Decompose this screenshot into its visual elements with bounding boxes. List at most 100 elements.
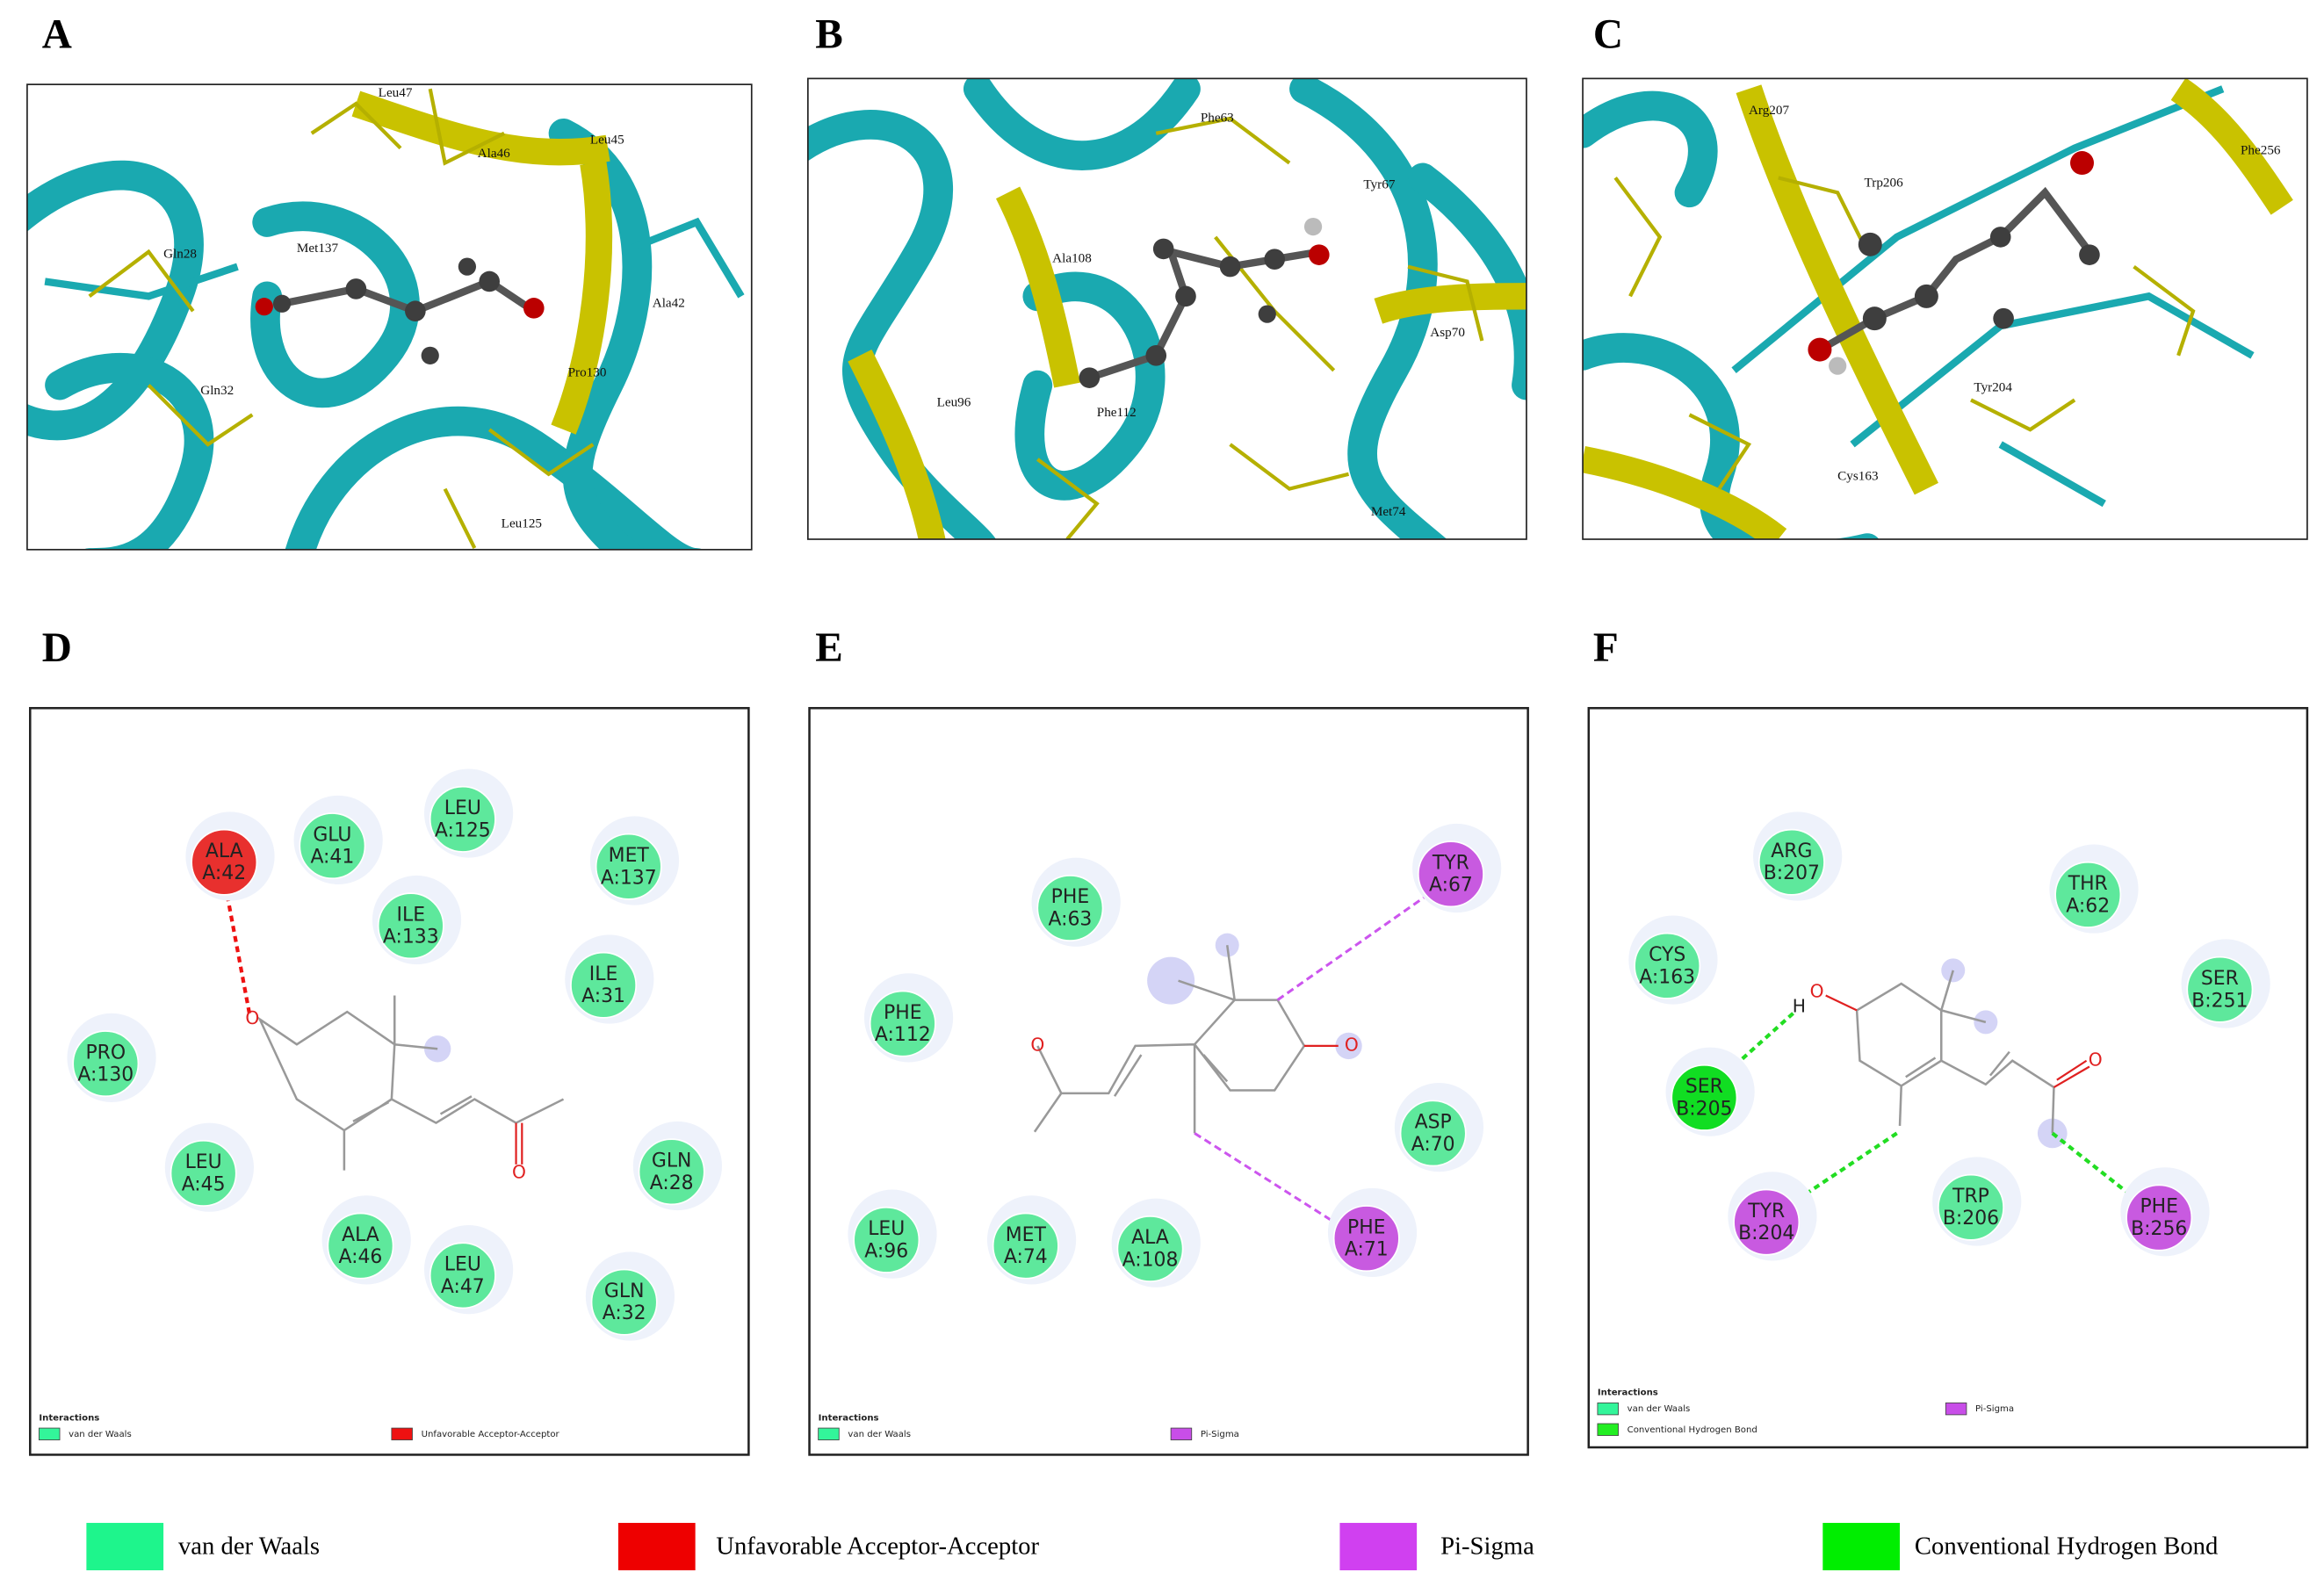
residue-label: Phe256 (2241, 143, 2281, 158)
residue-label: Trp206 (1865, 176, 1904, 191)
residue-node (1417, 840, 1484, 908)
residue-label: Gln32 (200, 383, 234, 398)
residue-label: Met137 (297, 241, 339, 256)
legend-title: Interactions (819, 1413, 879, 1423)
residue-label: Tyr204 (1974, 379, 2012, 394)
legend-swatch (1822, 1523, 1901, 1571)
legend-swatch (1339, 1523, 1418, 1571)
residue-name: PHE (1347, 1216, 1386, 1238)
residue-label: SER B:205 (1676, 1076, 1732, 1120)
residue-node (1733, 1188, 1801, 1256)
residue-name: LEU (444, 797, 481, 819)
residue-id: A:71 (1345, 1239, 1389, 1261)
residue-label: Leu47 (379, 85, 413, 100)
residue-label: GLN A:32 (603, 1280, 646, 1324)
residue-name: TRP (1952, 1186, 1989, 1208)
structure-a (26, 88, 745, 550)
residue-label: ILE A:133 (383, 904, 439, 948)
residue-label: ILE A:31 (581, 963, 625, 1007)
residue-node (1116, 1215, 1184, 1282)
residue-name: ASP (1415, 1112, 1452, 1134)
residue-id: A:42 (202, 862, 246, 884)
atom-label: O (245, 1007, 259, 1028)
residue-label: Phe63 (1201, 110, 1234, 125)
frame (807, 77, 1527, 540)
residue-label: MET A:137 (601, 845, 657, 889)
legend-title: Interactions (39, 1413, 99, 1423)
residue-node (170, 1139, 237, 1207)
residue-node (638, 1138, 705, 1206)
residue-name: GLN (652, 1150, 692, 1172)
residue-id: B:206 (1943, 1208, 1999, 1230)
legend-label: Pi-Sigma (1975, 1404, 2014, 1414)
panel-letter: A (42, 12, 72, 58)
residue-label: Leu125 (502, 516, 542, 531)
residue-name: LEU (185, 1151, 222, 1173)
residue-node (992, 1212, 1059, 1280)
residue-node (1332, 1205, 1400, 1273)
residue-name: ILE (397, 904, 426, 926)
legend-label: Unfavorable Acceptor-Acceptor (422, 1430, 560, 1439)
residue-node (2054, 861, 2122, 928)
interaction-line (1721, 1012, 2139, 1209)
residue-label: TYR B:204 (1738, 1201, 1794, 1244)
residue-label: PRO A:130 (77, 1042, 134, 1086)
residue-label: CYS A:163 (1639, 944, 1695, 988)
legend-swatch (391, 1427, 413, 1440)
residue-id: B:207 (1764, 862, 1820, 884)
legend-label: van der Waals (1628, 1404, 1691, 1414)
panel-letter: B (815, 12, 843, 58)
residue-id: A:133 (383, 927, 439, 948)
residue-id: A:46 (339, 1246, 383, 1268)
legend-label: Pi-Sigma (1201, 1430, 1239, 1439)
residue-label: Leu96 (937, 394, 971, 409)
legend-label: Unfavorable Acceptor-Acceptor (716, 1532, 1039, 1560)
residue-node (1634, 932, 1701, 999)
residue-name: ALA (206, 840, 243, 862)
legend-swatch (86, 1523, 164, 1571)
residue-name: PHE (884, 1002, 922, 1024)
residue-id: A:31 (581, 985, 625, 1007)
panel-letter: F (1593, 625, 1619, 671)
residue-label: Met74 (1371, 504, 1406, 519)
residue-node (1938, 1173, 2004, 1241)
legend-swatch (818, 1427, 840, 1440)
residue-label: PHE A:112 (875, 1002, 931, 1046)
legend-label: Pi-Sigma (1440, 1532, 1534, 1560)
residue-id: B:256 (2131, 1218, 2187, 1240)
residue-id: A:67 (1429, 875, 1473, 897)
panel-letter: C (1593, 12, 1623, 58)
ligand-d (256, 995, 565, 1171)
interaction-line (1194, 895, 1427, 1228)
residue-id: A:112 (875, 1024, 931, 1046)
residue-name: ALA (342, 1224, 379, 1246)
legend-title: Interactions (1598, 1388, 1658, 1398)
residue-label: Tyr67 (1363, 177, 1395, 191)
residue-label: Gln28 (163, 247, 197, 262)
residue-label: GLN A:28 (650, 1150, 694, 1194)
residue-id: A:74 (1004, 1246, 1048, 1268)
residue-name: TYR (1747, 1201, 1785, 1223)
atom-label: O (1345, 1034, 1359, 1055)
residue-label: Ala46 (478, 146, 510, 161)
residue-name: ALA (1131, 1227, 1169, 1249)
residue-label: LEU A:96 (864, 1218, 908, 1262)
residue-label: Cys163 (1837, 469, 1878, 484)
residue-label: ALA A:46 (339, 1224, 383, 1268)
residue-node (869, 990, 936, 1057)
legend-swatch (1597, 1402, 1619, 1416)
residue-label: LEU A:47 (441, 1254, 485, 1298)
residue-node (590, 1268, 658, 1336)
legend-label: van der Waals (178, 1532, 320, 1560)
residue-id: A:32 (603, 1302, 646, 1324)
residue-name: GLU (313, 824, 351, 846)
residue-node (570, 951, 638, 1019)
panel-letter: E (815, 625, 843, 671)
frame (808, 707, 1529, 1456)
residue-label: SER B:251 (2191, 968, 2248, 1012)
residue-id: B:205 (1676, 1098, 1732, 1120)
atom-label: O (1810, 981, 1824, 1002)
legend-label: van der Waals (69, 1430, 132, 1439)
